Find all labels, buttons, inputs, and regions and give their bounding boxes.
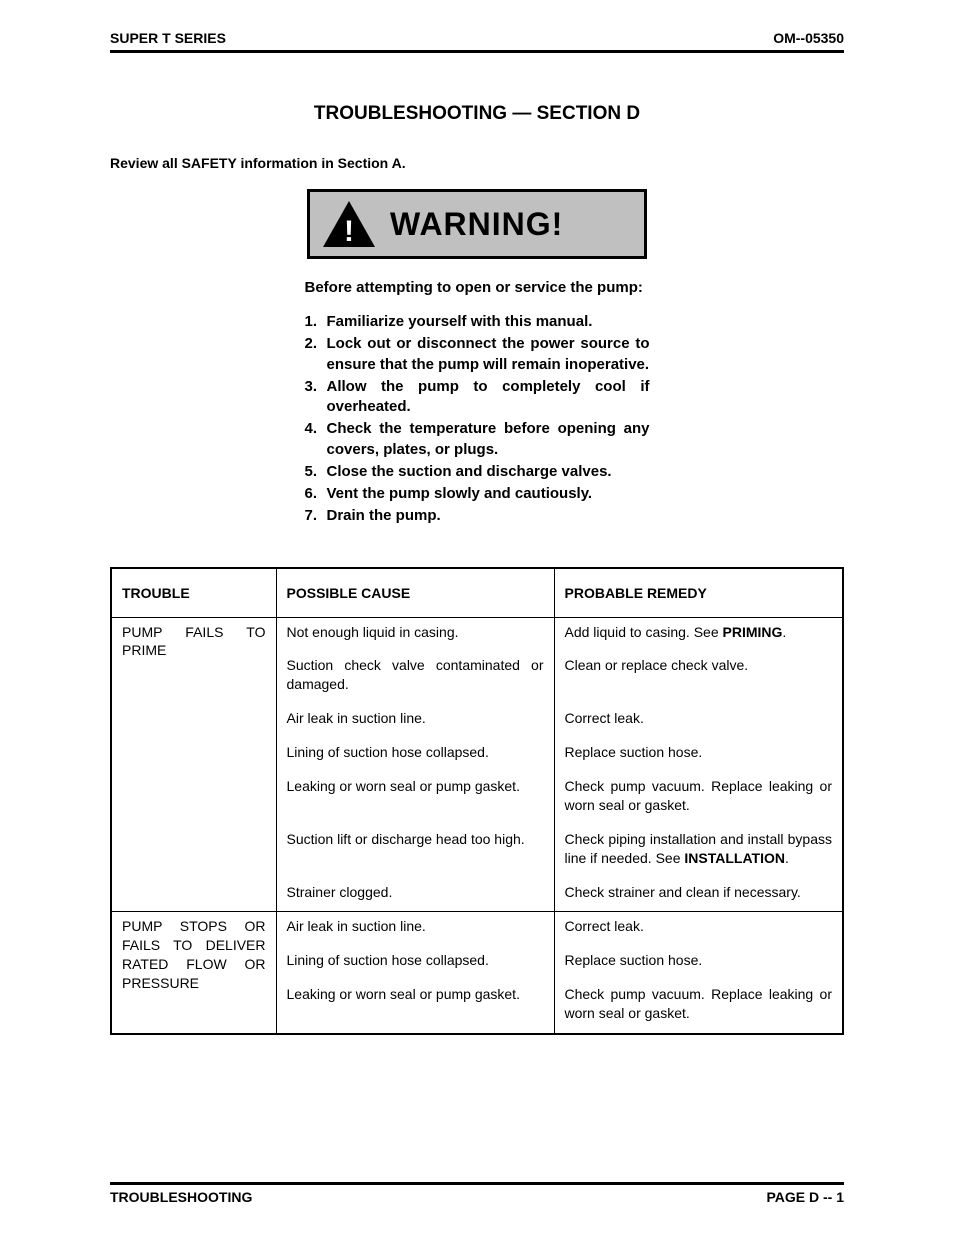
troubleshooting-table: TROUBLE POSSIBLE CAUSE PROBABLE REMEDY P… xyxy=(110,567,844,1035)
cause-cell: Suction check valve contaminated or dama… xyxy=(276,651,554,704)
safety-step: Vent the pump slowly and cautiously. xyxy=(305,484,650,504)
table-header-row: TROUBLE POSSIBLE CAUSE PROBABLE REMEDY xyxy=(111,568,843,618)
safety-steps-list: Familiarize yourself with this manual. L… xyxy=(305,312,650,527)
table-row: PUMP FAILS TO PRIME Not enough liquid in… xyxy=(111,617,843,651)
warning-label: WARNING! xyxy=(390,206,563,243)
remedy-cell: Check strainer and clean if necessary. xyxy=(554,878,843,912)
footer-left: TROUBLESHOOTING xyxy=(110,1189,252,1205)
table-row: PUMP STOPS OR FAILS TO DELIVER RATED FLO… xyxy=(111,912,843,946)
warning-box: ! WARNING! xyxy=(307,189,647,259)
remedy-cell: Correct leak. xyxy=(554,912,843,946)
page-header: SUPER T SERIES OM--05350 xyxy=(110,30,844,53)
page-footer: TROUBLESHOOTING PAGE D -- 1 xyxy=(110,1182,844,1205)
col-header-remedy: PROBABLE REMEDY xyxy=(554,568,843,618)
cause-cell: Not enough liquid in casing. xyxy=(276,617,554,651)
remedy-cell: Check piping installation and install by… xyxy=(554,825,843,878)
cause-cell: Leaking or worn seal or pump gasket. xyxy=(276,772,554,825)
safety-review-line: Review all SAFETY information in Section… xyxy=(110,155,844,171)
cause-cell: Air leak in suction line. xyxy=(276,912,554,946)
remedy-cell: Check pump vacuum. Replace leaking or wo… xyxy=(554,772,843,825)
cause-cell: Leaking or worn seal or pump gasket. xyxy=(276,980,554,1034)
section-title: TROUBLESHOOTING — SECTION D xyxy=(110,103,844,125)
header-right: OM--05350 xyxy=(773,30,844,46)
remedy-text: Add liquid to casing. See xyxy=(565,624,723,640)
remedy-cell: Add liquid to casing. See PRIMING. xyxy=(554,617,843,651)
intro-text: Before attempting to open or service the… xyxy=(305,277,650,298)
cause-cell: Strainer clogged. xyxy=(276,878,554,912)
cause-cell: Suction lift or discharge head too high. xyxy=(276,825,554,878)
safety-step: Close the suction and discharge valves. xyxy=(305,462,650,482)
remedy-cell: Correct leak. xyxy=(554,704,843,738)
safety-step: Familiarize yourself with this manual. xyxy=(305,312,650,332)
cause-cell: Air leak in suction line. xyxy=(276,704,554,738)
cause-cell: Lining of suction hose collapsed. xyxy=(276,738,554,772)
remedy-bold: INSTALLATION xyxy=(684,850,785,866)
cause-cell: Lining of suction hose collapsed. xyxy=(276,946,554,980)
remedy-cell: Replace suction hose. xyxy=(554,738,843,772)
remedy-cell: Replace suction hose. xyxy=(554,946,843,980)
header-left: SUPER T SERIES xyxy=(110,30,226,46)
warning-triangle-icon: ! xyxy=(322,200,376,248)
trouble-cell: PUMP STOPS OR FAILS TO DELIVER RATED FLO… xyxy=(111,912,276,1034)
svg-text:!: ! xyxy=(344,215,354,248)
remedy-cell: Check pump vacuum. Replace leaking or wo… xyxy=(554,980,843,1034)
safety-step: Lock out or disconnect the power source … xyxy=(305,334,650,375)
remedy-cell: Clean or replace check valve. xyxy=(554,651,843,704)
footer-right: PAGE D -- 1 xyxy=(766,1189,844,1205)
intro-block: Before attempting to open or service the… xyxy=(305,277,650,527)
col-header-cause: POSSIBLE CAUSE xyxy=(276,568,554,618)
remedy-text: . xyxy=(782,624,786,640)
trouble-cell: PUMP FAILS TO PRIME xyxy=(111,617,276,912)
safety-step: Drain the pump. xyxy=(305,506,650,526)
safety-step: Check the temperature before opening any… xyxy=(305,419,650,460)
remedy-text: . xyxy=(785,850,789,866)
safety-step: Allow the pump to completely cool if ove… xyxy=(305,377,650,418)
col-header-trouble: TROUBLE xyxy=(111,568,276,618)
remedy-bold: PRIMING xyxy=(723,624,783,640)
